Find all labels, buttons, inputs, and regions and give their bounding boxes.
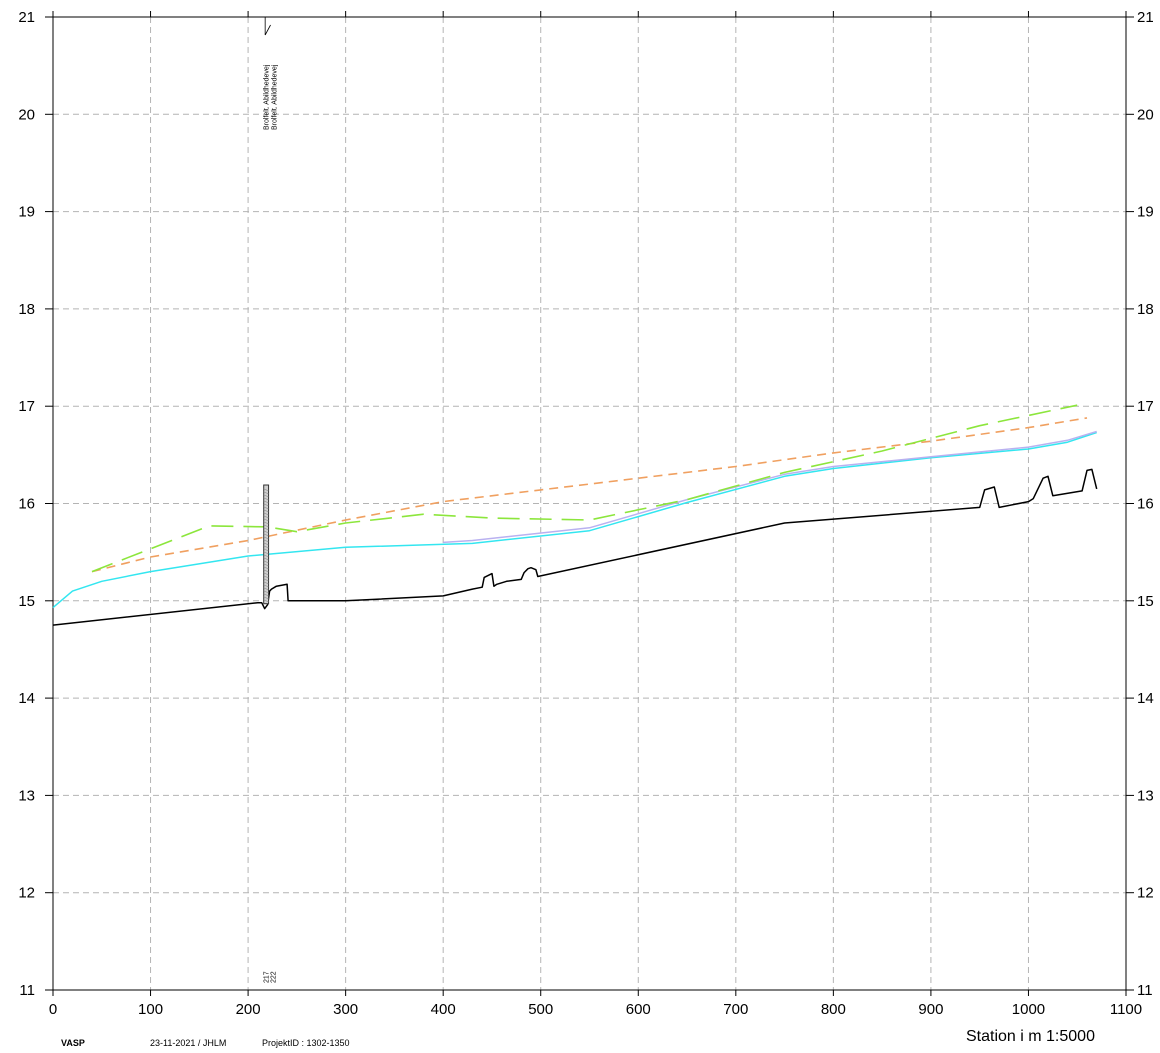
bridge-hatch	[263, 494, 269, 498]
bridge-hatch	[263, 581, 269, 585]
x-tick-label: 300	[333, 1001, 358, 1018]
bridge-hatch	[263, 530, 269, 534]
bridge-hatch	[263, 533, 269, 537]
bridge-hatch	[263, 590, 269, 594]
footer-logo: VASP	[61, 1038, 85, 1048]
bridge-hatch	[263, 587, 269, 591]
x-axis-label: Station i m 1:5000	[966, 1028, 1095, 1045]
series-line-4	[91, 404, 1078, 573]
series-line-3	[91, 417, 1088, 573]
y-tick-label-left: 12	[18, 885, 35, 902]
structure-label: Brolfelt. Abildhedevej	[264, 64, 271, 130]
structure-label: Brolfelt. Abildhedevej	[272, 64, 279, 130]
bridge-structure: Brolfelt. Abildhedevej Brolfelt. Abildhed…	[263, 17, 279, 983]
bridge-hatch	[263, 506, 269, 510]
y-tick-label-left: 18	[18, 301, 35, 318]
x-tick-label: 800	[821, 1001, 846, 1018]
y-tick-label-left: 11	[19, 982, 35, 999]
bridge-hatch	[263, 503, 269, 507]
footer-project-id: ProjektID : 1302-1350	[262, 1038, 350, 1048]
bridge-hatch	[263, 566, 269, 570]
bridge-hatch	[263, 575, 269, 579]
x-tick-label: 600	[626, 1001, 651, 1018]
y-tick-label-right: 17	[1137, 398, 1154, 415]
bridge-hatch	[263, 578, 269, 582]
x-tick-label: 200	[236, 1001, 261, 1018]
bridge-hatch	[263, 557, 269, 561]
x-tick-label: 500	[528, 1001, 553, 1018]
y-tick-label-left: 17	[18, 398, 35, 415]
bridge-hatch	[263, 488, 269, 492]
y-tick-label-left: 19	[18, 204, 35, 221]
y-tick-label-right: 13	[1137, 787, 1154, 804]
bridge-hatch	[263, 497, 269, 501]
series-group	[52, 404, 1098, 626]
bridge-hatch	[263, 536, 269, 540]
x-tick-label: 900	[918, 1001, 943, 1018]
axis-ticks: 0 100 200 300 400 500 600 700 800 900 1000 1100 11 11…	[18, 9, 1153, 1018]
x-tick-label: 100	[138, 1001, 163, 1018]
bridge-hatch	[263, 584, 269, 588]
series-line-0	[52, 468, 1098, 626]
series-line-2	[443, 430, 1097, 544]
series-line-1	[52, 431, 1097, 609]
x-tick-label: 700	[723, 1001, 748, 1018]
y-tick-label-right: 11	[1137, 982, 1153, 999]
bridge-hatch	[263, 554, 269, 558]
y-tick-label-right: 15	[1137, 593, 1154, 610]
bridge-hatch	[263, 599, 269, 603]
x-tick-label: 0	[49, 1001, 57, 1018]
y-tick-label-right: 12	[1137, 885, 1154, 902]
y-tick-label-left: 16	[18, 496, 35, 513]
y-tick-label-left: 21	[18, 9, 35, 26]
x-tick-label: 1000	[1012, 1001, 1045, 1018]
bridge-hatch	[263, 542, 269, 546]
bridge-hatch	[263, 560, 269, 564]
bridge-hatch	[263, 548, 269, 552]
bridge-hatch	[263, 527, 269, 531]
bridge-hatch	[263, 509, 269, 513]
bridge-hatch	[263, 521, 269, 525]
station-label: 222	[271, 971, 278, 983]
x-tick-label: 1100	[1110, 1001, 1142, 1018]
y-tick-label-right: 20	[1137, 106, 1154, 123]
bridge-hatch	[263, 545, 269, 549]
y-tick-label-left: 20	[18, 106, 35, 123]
bridge-column	[263, 484, 270, 605]
bridge-hatch	[263, 572, 269, 576]
y-tick-label-left: 15	[18, 593, 35, 610]
bridge-hatch	[263, 551, 269, 555]
y-tick-label-right: 14	[1137, 690, 1154, 707]
bridge-hatch	[263, 491, 269, 495]
y-tick-label-right: 19	[1137, 204, 1154, 221]
y-tick-label-left: 13	[18, 787, 35, 804]
bridge-marker-diag	[264, 24, 271, 36]
y-tick-label-right: 18	[1137, 301, 1154, 318]
bridge-hatch	[263, 596, 269, 600]
bridge-hatch	[263, 500, 269, 504]
bridge-hatch	[263, 593, 269, 597]
y-tick-label-left: 14	[18, 690, 35, 707]
bridge-hatch	[263, 563, 269, 567]
bridge-hatch	[263, 515, 269, 519]
footer-date-user: 23-11-2021 / JHLM	[150, 1038, 227, 1048]
station-label: 217	[264, 971, 271, 983]
bridge-hatch	[263, 569, 269, 573]
grid	[53, 17, 1126, 990]
bridge-hatch	[263, 539, 269, 543]
bridge-hatch	[263, 512, 269, 516]
y-tick-label-right: 16	[1137, 496, 1154, 513]
bridge-hatch	[263, 518, 269, 522]
y-tick-label-right: 21	[1137, 9, 1154, 26]
bridge-hatch	[263, 524, 269, 528]
x-tick-label: 400	[431, 1001, 456, 1018]
